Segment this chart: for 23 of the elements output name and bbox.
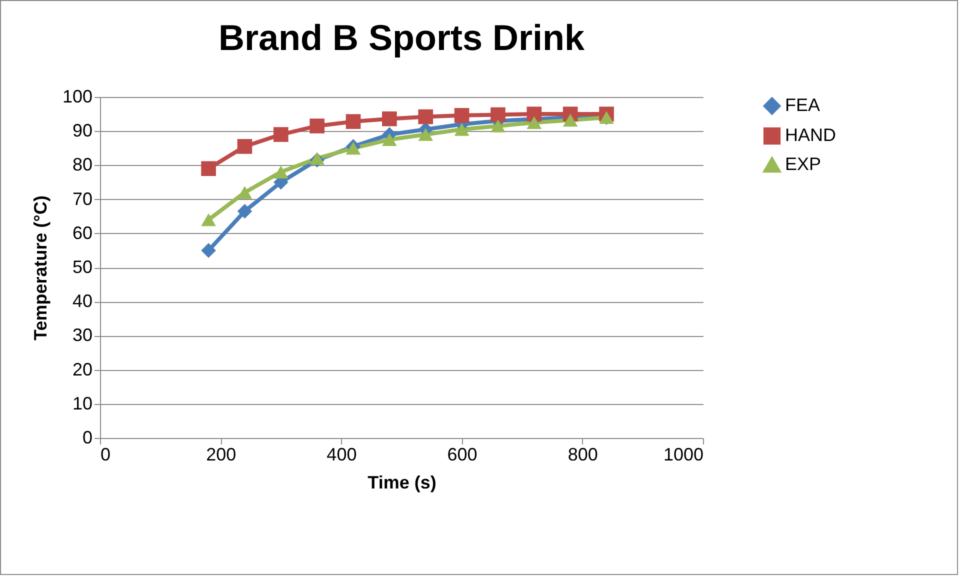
y-tick-label: 20 — [72, 359, 92, 380]
x-axis-title: Time (s) — [368, 472, 436, 492]
x-tick-label: 600 — [447, 444, 478, 464]
y-tick-label: 0 — [82, 428, 92, 448]
y-tick-label: 50 — [72, 257, 92, 277]
x-tick-label: 200 — [206, 444, 236, 464]
y-tick-label: 10 — [72, 393, 92, 414]
y-tick-label: 90 — [72, 120, 92, 141]
legend-label: EXP — [785, 154, 822, 174]
x-tick-label: 800 — [568, 444, 598, 464]
legend-label: HAND — [785, 125, 836, 145]
y-axis-title: Temperature (°C) — [30, 196, 50, 340]
y-tick-label: 80 — [72, 154, 92, 175]
y-tick-label: 100 — [62, 86, 92, 106]
x-tick-label: 1000 — [663, 444, 704, 464]
y-tick-label: 70 — [72, 188, 92, 209]
x-tick-label: 400 — [326, 444, 357, 464]
y-tick-label: 60 — [72, 222, 92, 243]
chart-title: Brand B Sports Drink — [218, 17, 586, 58]
y-tick-label: 30 — [72, 325, 92, 346]
x-tick-label: 0 — [100, 444, 111, 464]
legend-label: FEA — [785, 95, 820, 115]
y-tick-label: 40 — [72, 291, 92, 312]
